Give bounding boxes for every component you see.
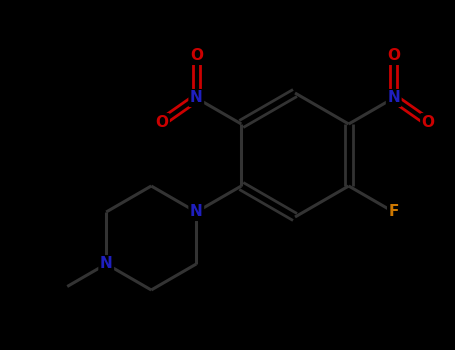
Text: O: O xyxy=(422,114,435,130)
Text: O: O xyxy=(155,114,168,130)
Text: N: N xyxy=(387,91,400,105)
Text: O: O xyxy=(387,49,400,63)
Text: F: F xyxy=(389,204,399,219)
Text: N: N xyxy=(190,204,202,219)
Text: O: O xyxy=(190,49,203,63)
Text: N: N xyxy=(190,91,202,105)
Text: N: N xyxy=(100,257,112,272)
